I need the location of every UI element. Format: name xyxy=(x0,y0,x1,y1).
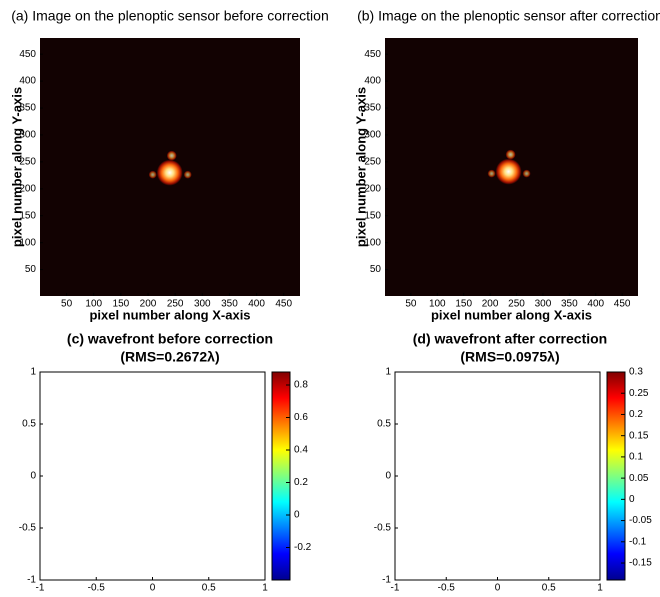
y-tick-label: 1 xyxy=(385,367,391,378)
x-tick-label: 200 xyxy=(140,299,157,310)
x-tick-label: 0.5 xyxy=(202,583,216,594)
panel-title: (c) wavefront before correction xyxy=(67,331,273,347)
y-tick-label: 450 xyxy=(364,49,381,60)
y-tick-label: 400 xyxy=(19,76,36,87)
x-tick-label: 1 xyxy=(597,583,603,594)
x-tick-label: 50 xyxy=(61,299,73,310)
x-tick-label: 150 xyxy=(113,299,130,310)
x-axis-label: pixel number along X-axis xyxy=(431,307,592,322)
y-tick-label: 150 xyxy=(364,210,381,221)
x-tick-label: -1 xyxy=(391,583,400,594)
colorbar-tick-label: 0.05 xyxy=(629,473,649,484)
y-tick-label: 0 xyxy=(30,471,36,482)
y-tick-label: 400 xyxy=(364,76,381,87)
y-tick-label: 50 xyxy=(370,264,382,275)
y-tick-label: 100 xyxy=(364,237,381,248)
panel-title: (b) Image on the plenoptic sensor after … xyxy=(357,8,660,24)
colorbar-tick-label: -0.2 xyxy=(294,542,312,553)
x-tick-label: 300 xyxy=(535,299,552,310)
colorbar-tick-label: -0.15 xyxy=(629,558,652,569)
x-axis-label: pixel number along X-axis xyxy=(89,307,250,322)
y-tick-label: 100 xyxy=(19,237,36,248)
y-tick-label: 50 xyxy=(25,264,37,275)
y-tick-label: -1 xyxy=(27,575,36,586)
x-tick-label: 350 xyxy=(221,299,238,310)
colorbar-tick-label: -0.1 xyxy=(629,536,647,547)
colorbar-tick-label: 0.15 xyxy=(629,430,649,441)
y-tick-label: 350 xyxy=(19,103,36,114)
y-tick-label: 250 xyxy=(19,157,36,168)
x-tick-label: 150 xyxy=(455,299,472,310)
side-spot xyxy=(488,170,496,178)
panel-subtitle: (RMS=0.2672λ) xyxy=(120,349,219,365)
colorbar-tick-label: 0.1 xyxy=(629,452,643,463)
x-tick-label: 200 xyxy=(482,299,499,310)
y-tick-label: 300 xyxy=(364,130,381,141)
colorbar-tick-label: 0.25 xyxy=(629,388,649,399)
side-spot xyxy=(523,170,531,178)
x-tick-label: -1 xyxy=(36,583,45,594)
panel-subtitle: (RMS=0.0975λ) xyxy=(460,349,559,365)
x-tick-label: 0 xyxy=(495,583,501,594)
colorbar-tick-label: 0.6 xyxy=(294,412,308,423)
side-spot xyxy=(184,171,192,179)
colorbar-tick-label: 0.8 xyxy=(294,380,308,391)
colorbar-tick-label: 0 xyxy=(294,510,300,521)
y-tick-label: 200 xyxy=(19,183,36,194)
y-tick-label: 1 xyxy=(30,367,36,378)
y-tick-label: 150 xyxy=(19,210,36,221)
x-tick-label: 350 xyxy=(561,299,578,310)
y-tick-label: 250 xyxy=(364,157,381,168)
x-tick-label: 400 xyxy=(587,299,604,310)
panel-title: (d) wavefront after correction xyxy=(413,331,607,347)
x-tick-label: 250 xyxy=(167,299,184,310)
colorbar-tick-label: 0.3 xyxy=(629,367,643,378)
bright-spot xyxy=(157,160,183,186)
side-spot xyxy=(167,151,177,161)
x-tick-label: 100 xyxy=(429,299,446,310)
panel-title: (a) Image on the plenoptic sensor before… xyxy=(11,8,329,24)
x-tick-label: 300 xyxy=(194,299,211,310)
x-tick-label: 0.5 xyxy=(542,583,556,594)
y-tick-label: -0.5 xyxy=(374,523,392,534)
y-tick-label: 450 xyxy=(19,49,36,60)
plot-area xyxy=(40,372,265,580)
colorbar xyxy=(607,372,625,580)
y-tick-label: 350 xyxy=(364,103,381,114)
colorbar xyxy=(272,372,290,580)
colorbar-tick-label: 0.4 xyxy=(294,445,308,456)
y-tick-label: 0.5 xyxy=(22,419,36,430)
x-tick-label: 250 xyxy=(508,299,525,310)
y-tick-label: 200 xyxy=(364,183,381,194)
x-tick-label: -0.5 xyxy=(438,583,456,594)
x-tick-label: 1 xyxy=(262,583,268,594)
y-tick-label: -1 xyxy=(382,575,391,586)
colorbar-tick-label: -0.05 xyxy=(629,515,652,526)
colorbar-tick-label: 0 xyxy=(629,494,635,505)
plot-area xyxy=(395,372,600,580)
y-tick-label: 0.5 xyxy=(377,419,391,430)
y-tick-label: 0 xyxy=(385,471,391,482)
side-spot xyxy=(149,171,157,179)
colorbar-tick-label: 0.2 xyxy=(629,409,643,420)
side-spot xyxy=(506,150,516,160)
y-tick-label: -0.5 xyxy=(19,523,37,534)
x-tick-label: -0.5 xyxy=(88,583,106,594)
x-tick-label: 50 xyxy=(405,299,417,310)
bright-spot xyxy=(496,159,522,185)
x-tick-label: 450 xyxy=(614,299,631,310)
y-tick-label: 300 xyxy=(19,130,36,141)
figure: (a) Image on the plenoptic sensor before… xyxy=(0,0,660,597)
x-tick-label: 400 xyxy=(248,299,265,310)
colorbar-tick-label: 0.2 xyxy=(294,477,308,488)
x-tick-label: 450 xyxy=(275,299,292,310)
x-tick-label: 0 xyxy=(150,583,156,594)
x-tick-label: 100 xyxy=(85,299,102,310)
